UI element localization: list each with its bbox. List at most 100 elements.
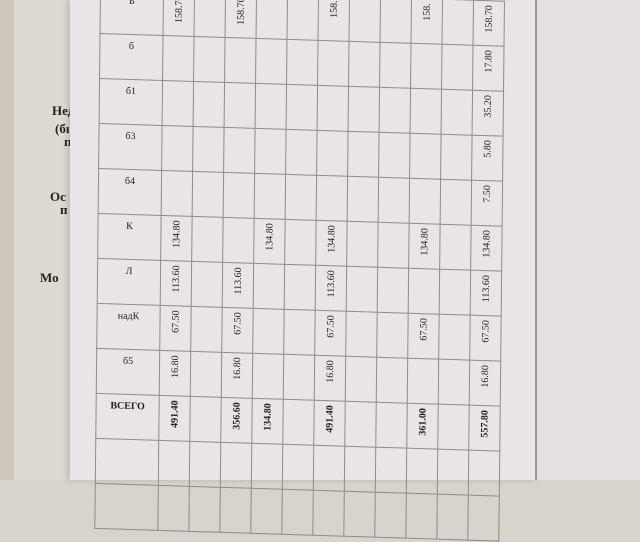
table-cell: 113.60	[222, 262, 254, 309]
table-cell	[192, 171, 224, 218]
table-cell	[438, 314, 471, 361]
table-cell: 16.80	[221, 352, 253, 399]
cell-value: 113.60	[232, 267, 244, 295]
row-label: б	[99, 33, 164, 81]
table-cell	[467, 495, 500, 542]
table-cell	[377, 222, 410, 269]
table-cell	[313, 445, 345, 492]
table-cell	[375, 402, 408, 449]
table-cell	[193, 36, 226, 83]
row-label: Л	[97, 258, 161, 306]
table-cell	[345, 356, 377, 403]
table-cell	[286, 84, 318, 131]
table-cell	[252, 353, 284, 400]
table-cell: 491.40	[158, 395, 191, 442]
table-cell	[252, 308, 285, 355]
row-label: ВСЕГО	[95, 393, 160, 441]
table-cell	[254, 128, 287, 175]
table-cell: 113.60	[160, 260, 192, 307]
row-label: К	[97, 213, 162, 261]
row-label	[95, 438, 159, 486]
table-cell	[190, 351, 222, 398]
table-cell	[193, 81, 225, 128]
table-cell: 134.80	[160, 215, 193, 262]
table-cell: 67.50	[159, 305, 192, 352]
table-cell: 16.80	[469, 360, 501, 407]
table-cell	[374, 492, 407, 539]
table-cell	[282, 444, 314, 491]
table-cell	[250, 488, 283, 535]
table-cell	[219, 487, 252, 534]
cell-value: 113.60	[325, 270, 337, 298]
table-cell	[161, 170, 193, 217]
table-cell	[376, 312, 409, 359]
table-cell: 158.70	[163, 0, 195, 37]
table-cell: 67.50	[469, 315, 502, 362]
cell-value: 134.80	[261, 403, 274, 431]
table-cell	[192, 126, 225, 173]
table-cell	[377, 267, 409, 314]
left-page-text: Мо	[40, 270, 59, 285]
table-cell	[380, 0, 412, 44]
table-cell: 7.50	[471, 180, 503, 227]
table-cell	[286, 39, 319, 86]
table-cell	[441, 89, 473, 136]
table-cell: 491.40	[313, 400, 346, 447]
cell-value: 134.80	[170, 220, 183, 249]
left-page-text: п	[60, 202, 68, 217]
cell-value: 134.80	[263, 223, 276, 252]
table-cell	[349, 0, 381, 43]
page-edge	[0, 0, 14, 480]
table-cell	[437, 449, 469, 496]
cell-value: 113.60	[480, 274, 492, 303]
cell-value: 491.40	[323, 405, 336, 433]
table-cell: 67.50	[314, 310, 347, 357]
cell-value: 67.50	[324, 315, 337, 338]
row-label: надК	[96, 303, 161, 351]
table-cell	[346, 266, 378, 313]
row-label: б4	[98, 168, 162, 216]
table-cell	[346, 221, 379, 268]
table-cell	[406, 448, 438, 495]
table-cell	[191, 261, 223, 308]
cell-value: 16.80	[231, 357, 243, 380]
right-page	[535, 0, 640, 480]
left-page-text: (бı	[55, 121, 70, 136]
table-cell: 113.60	[315, 265, 347, 312]
row-label: б3	[98, 123, 163, 171]
table-cell	[162, 35, 195, 82]
table-cell	[282, 399, 315, 446]
table-cell: 35.20	[472, 90, 504, 137]
cell-value: 158.	[328, 0, 340, 19]
table-cell: 5.80	[471, 135, 504, 182]
cell-value: 158.70	[173, 0, 185, 24]
cell-value: 16.80	[479, 364, 491, 388]
table-cell: 67.50	[407, 313, 440, 360]
table-cell	[436, 494, 469, 541]
table-cell	[255, 38, 288, 85]
table-cell	[284, 219, 317, 266]
table-cell	[378, 177, 410, 224]
table-cell	[440, 134, 473, 181]
table-cell	[376, 357, 408, 404]
document-sheet	[70, 0, 540, 480]
row-label: Б	[100, 0, 164, 36]
table-cell	[312, 490, 345, 537]
table-cell	[439, 224, 472, 271]
table-cell	[438, 359, 470, 406]
row-label	[94, 483, 159, 531]
cell-value: 5.80	[481, 140, 494, 158]
cell-value: 557.80	[478, 409, 491, 438]
cell-value: 356.60	[230, 402, 243, 430]
table-cell	[440, 179, 472, 226]
table-cell	[379, 87, 411, 134]
left-page-text: п	[64, 134, 72, 149]
table-cell	[409, 178, 441, 225]
table-cell: 134.80	[253, 218, 286, 265]
table-cell	[255, 83, 287, 130]
cell-value: 134.80	[418, 228, 431, 256]
cell-value: 16.80	[169, 355, 181, 379]
table-cell: 113.60	[470, 270, 502, 317]
table-cell	[437, 404, 470, 451]
table-cell	[439, 269, 471, 316]
